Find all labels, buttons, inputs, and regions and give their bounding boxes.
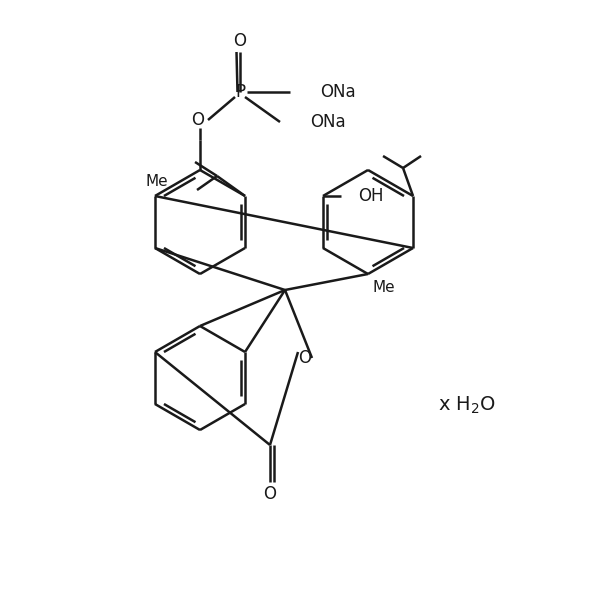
Text: Me: Me — [373, 280, 395, 295]
Text: ONa: ONa — [320, 83, 356, 101]
Text: O: O — [263, 485, 277, 503]
Text: O: O — [299, 349, 311, 367]
Text: ONa: ONa — [310, 113, 346, 131]
Text: x H$_2$O: x H$_2$O — [438, 394, 496, 416]
Text: OH: OH — [358, 187, 383, 205]
Text: O: O — [191, 111, 205, 129]
Text: Me: Me — [146, 175, 168, 190]
Text: O: O — [233, 32, 247, 50]
Text: P: P — [235, 83, 245, 101]
